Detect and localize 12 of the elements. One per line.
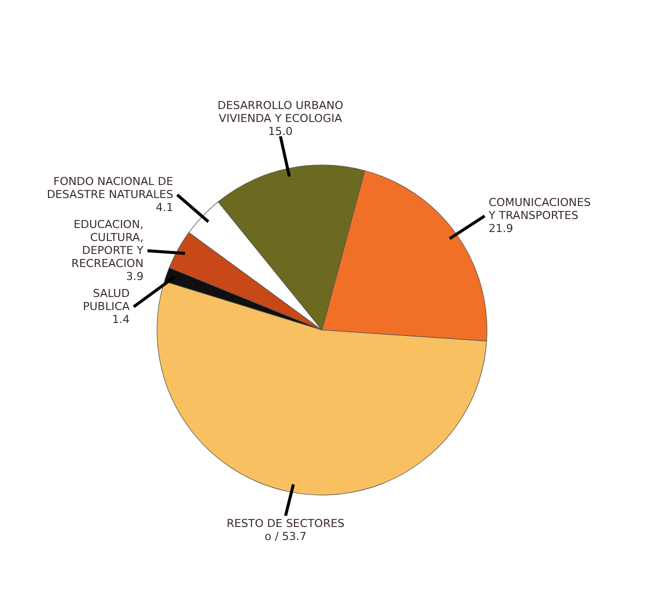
slice-label: RESTO DE SECTORES bbox=[226, 517, 345, 530]
slice-label: SALUD PUBLICA bbox=[82, 286, 130, 313]
data-label: 3.9 bbox=[126, 270, 144, 283]
slice-label: FONDO NACIONAL DE DESASTRE NATURALES bbox=[46, 174, 174, 201]
slice-label: DESARROLLO URBANO VIVIENDA Y ECOLOGIA bbox=[218, 98, 344, 125]
data-label: 21.9 bbox=[488, 222, 514, 235]
slice-label: EDUCACION, CULTURA, DEPORTE Y RECREACION bbox=[71, 218, 144, 270]
slice-label: COMUNICACIONES Y TRANSPORTES bbox=[488, 196, 591, 222]
data-label: o / 53.7 bbox=[264, 530, 307, 544]
data-label: 15.0 bbox=[268, 124, 293, 138]
data-label: 1.4 bbox=[112, 312, 130, 326]
data-label: 4.1 bbox=[156, 200, 174, 214]
